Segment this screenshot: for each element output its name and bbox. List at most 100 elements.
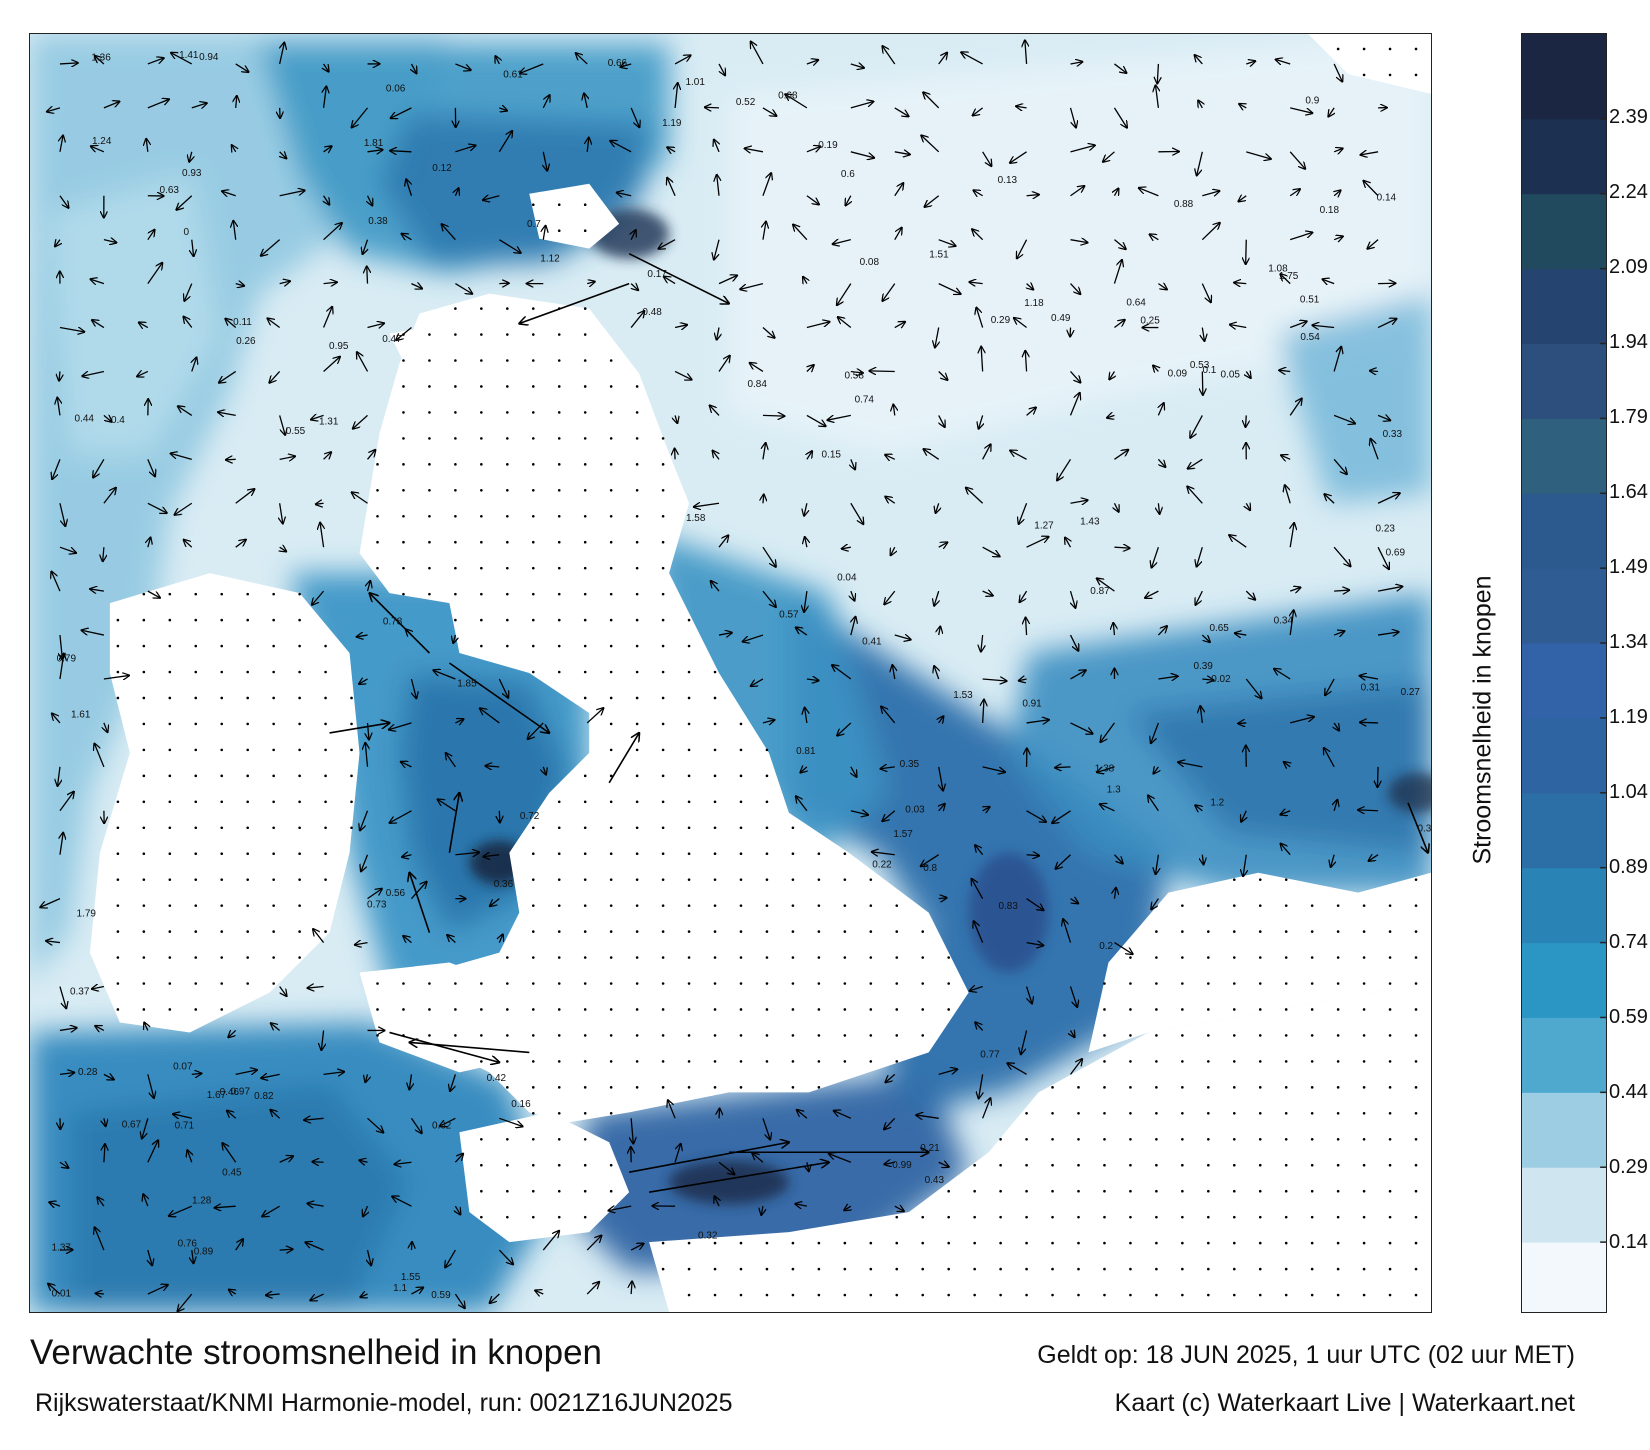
- grid-dot: [1232, 1293, 1236, 1297]
- grid-dot: [1077, 1241, 1080, 1245]
- grid-dot: [739, 852, 743, 856]
- grid-dot: [843, 1060, 847, 1063]
- small-current-arrow: [450, 1074, 457, 1091]
- grid-dot: [687, 1086, 691, 1089]
- grid-dot: [194, 904, 198, 907]
- speed-label: 1.55: [401, 1272, 421, 1283]
- grid-dot: [272, 800, 275, 804]
- grid-dot: [1414, 1215, 1418, 1219]
- speed-label: 0.31: [1361, 683, 1381, 694]
- grid-dot: [298, 852, 301, 856]
- map-canvas[interactable]: 0.380.340.260.410.620.360.180.250.120.11…: [30, 34, 1431, 1312]
- colorbar-tick-label: 1.19: [1609, 706, 1648, 728]
- grid-dot: [1362, 1215, 1366, 1219]
- grid-dot: [531, 307, 535, 310]
- small-current-arrow: [1229, 535, 1247, 548]
- speed-label: 0.2: [1099, 941, 1113, 952]
- small-current-arrow: [323, 357, 341, 372]
- grid-dot: [142, 930, 146, 933]
- small-current-arrow: [674, 325, 687, 328]
- grid-dot: [1362, 1189, 1366, 1193]
- current-arrow: [648, 1162, 829, 1193]
- grid-dot: [1414, 1163, 1418, 1167]
- grid-dot: [687, 748, 691, 752]
- grid-dot: [1284, 982, 1288, 985]
- grid-dot: [973, 1215, 976, 1219]
- grid-dot: [713, 1060, 717, 1063]
- small-current-arrow: [938, 52, 948, 65]
- grid-dot: [1207, 1008, 1210, 1011]
- small-current-arrow: [542, 1231, 559, 1251]
- grid-dot: [220, 826, 224, 830]
- speed-label: 1.3: [1107, 785, 1121, 796]
- grid-dot: [480, 566, 483, 570]
- grid-dot: [194, 592, 198, 596]
- colorbar-tick-label: 1.64: [1609, 481, 1648, 503]
- small-current-arrow: [411, 1242, 412, 1251]
- grid-dot: [687, 1008, 691, 1011]
- small-current-arrow: [587, 282, 595, 284]
- grid-dot: [142, 800, 146, 804]
- grid-dot: [1336, 1086, 1340, 1089]
- small-current-arrow: [1377, 493, 1400, 504]
- grid-dot: [583, 333, 587, 336]
- small-current-arrow: [1333, 63, 1342, 82]
- grid-dot: [661, 878, 665, 881]
- grid-dot: [298, 774, 301, 778]
- small-current-arrow: [881, 706, 896, 724]
- small-current-arrow: [1107, 415, 1115, 417]
- grid-dot: [635, 774, 639, 778]
- small-current-arrow: [620, 64, 632, 67]
- grid-dot: [246, 696, 249, 700]
- grid-dot: [765, 956, 769, 959]
- small-current-arrow: [455, 188, 458, 196]
- small-current-arrow: [838, 317, 852, 329]
- colorbar-tick-label: 0.44: [1609, 1081, 1648, 1103]
- small-current-arrow: [455, 145, 475, 153]
- grid-dot: [765, 800, 769, 804]
- small-current-arrow: [1234, 283, 1247, 284]
- grid-dot: [687, 852, 691, 856]
- small-current-arrow: [800, 767, 807, 773]
- grid-dot: [713, 696, 717, 700]
- grid-dot: [480, 514, 483, 518]
- small-current-arrow: [177, 1293, 193, 1311]
- grid-dot: [1181, 1293, 1184, 1297]
- small-current-arrow: [976, 307, 984, 328]
- small-current-arrow: [55, 240, 60, 247]
- grid-dot: [687, 800, 691, 804]
- small-current-arrow: [1010, 151, 1027, 163]
- grid-dot: [817, 904, 821, 907]
- current-speed-map[interactable]: 0.38 0.34 0.26 0.41 0.62 0.36 0.18 0.25 0.12 0.11…: [29, 33, 1432, 1313]
- small-current-arrow: [694, 503, 720, 507]
- grid-dot: [1129, 1086, 1132, 1089]
- grid-dot: [1051, 1293, 1054, 1297]
- speed-label: 0.54: [1300, 332, 1320, 343]
- small-current-arrow: [360, 810, 369, 831]
- grid-dot: [557, 1034, 561, 1037]
- grid-dot: [324, 800, 327, 804]
- grid-dot: [272, 878, 275, 881]
- small-current-arrow: [667, 178, 676, 197]
- grid-dot: [1336, 1137, 1340, 1141]
- speed-label: 0.79: [57, 653, 77, 664]
- grid-dot: [661, 1060, 665, 1063]
- grid-dot: [1025, 1241, 1028, 1245]
- small-current-arrow: [850, 151, 875, 158]
- grid-dot: [1362, 1137, 1366, 1141]
- small-current-arrow: [520, 63, 544, 73]
- grid-dot: [194, 722, 198, 726]
- grid-dot: [765, 1008, 769, 1011]
- small-current-arrow: [717, 175, 719, 196]
- small-current-arrow: [1014, 318, 1027, 329]
- grid-dot: [428, 463, 431, 466]
- grid-dot: [791, 1293, 795, 1297]
- grid-dot: [402, 463, 405, 466]
- small-current-arrow: [832, 665, 852, 680]
- grid-dot: [1025, 1137, 1028, 1141]
- grid-dot: [583, 696, 587, 700]
- speed-label: 1.36: [91, 53, 111, 64]
- grid-dot: [791, 930, 795, 933]
- colorbar-band: [1522, 493, 1606, 569]
- grid-dot: [687, 982, 691, 985]
